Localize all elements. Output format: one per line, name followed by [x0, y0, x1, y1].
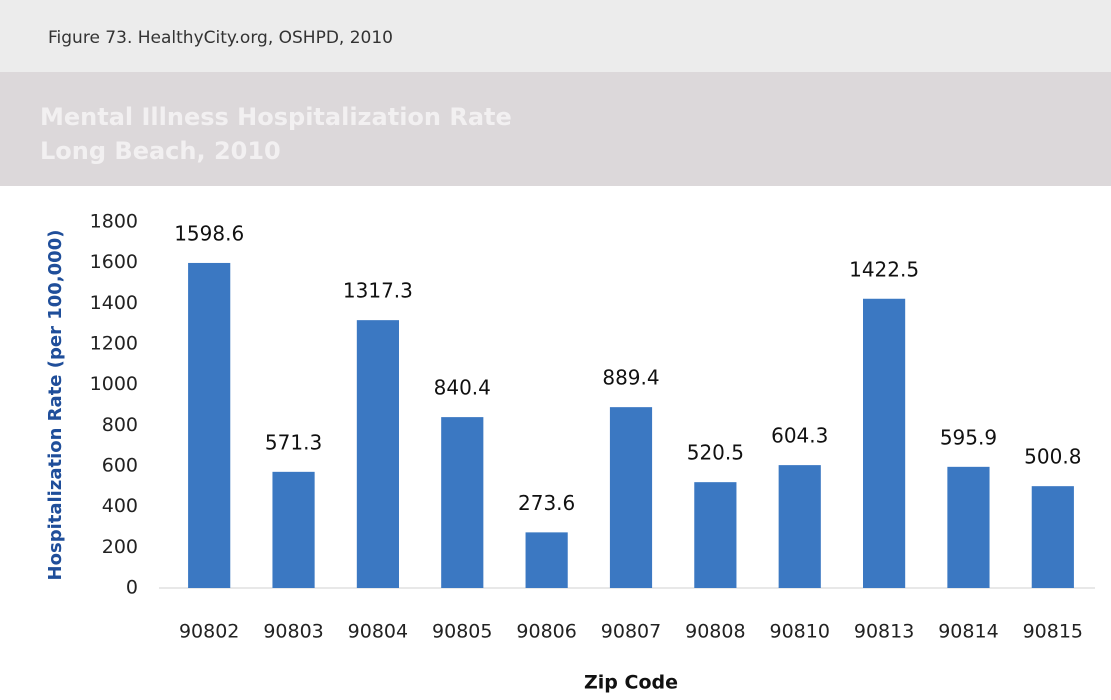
bar	[272, 471, 315, 588]
value-label: 840.4	[434, 376, 491, 400]
chart-subtitle: Long Beach, 2010	[40, 137, 281, 165]
bar	[863, 298, 906, 588]
x-tick-label: 90814	[938, 621, 998, 643]
bar	[947, 466, 990, 588]
x-tick-label: 90804	[348, 621, 408, 643]
y-tick-label: 1000	[90, 373, 138, 395]
x-tick-label: 90813	[854, 621, 914, 643]
y-tick-label: 800	[102, 414, 138, 436]
x-tick-label: 90803	[263, 621, 323, 643]
bar	[778, 465, 821, 588]
value-label: 500.8	[1024, 445, 1081, 469]
chart-title: Mental Illness Hospitalization Rate	[40, 103, 512, 131]
x-tick-label: 90810	[770, 621, 830, 643]
value-label: 273.6	[518, 491, 575, 515]
x-tick-label: 90815	[1023, 621, 1083, 643]
y-tick-label: 200	[102, 536, 138, 558]
y-tick-label: 1600	[90, 251, 138, 273]
value-label: 595.9	[940, 425, 997, 449]
x-tick-label: 90807	[601, 621, 661, 643]
title-band	[0, 72, 1111, 186]
value-label: 1317.3	[343, 279, 413, 303]
y-tick-label: 1800	[90, 211, 138, 233]
value-label: 571.3	[265, 430, 322, 454]
y-tick-label: 600	[102, 455, 138, 477]
value-label: 520.5	[687, 441, 744, 465]
y-tick-label: 400	[102, 495, 138, 517]
x-tick-label: 90808	[685, 621, 745, 643]
bar	[1031, 486, 1074, 588]
bar	[188, 262, 231, 588]
value-label: 604.3	[771, 424, 828, 448]
x-tick-label: 90806	[516, 621, 576, 643]
x-tick-label: 90805	[432, 621, 492, 643]
y-axis-label: Hospitalization Rate (per 100,000)	[45, 230, 66, 581]
caption-band	[0, 0, 1111, 72]
bar	[694, 482, 737, 588]
x-tick-label: 90802	[179, 621, 239, 643]
caption: Figure 73. HealthyCity.org, OSHPD, 2010	[48, 28, 393, 48]
value-label: 889.4	[602, 366, 659, 390]
y-tick-label: 0	[126, 577, 138, 599]
bar	[609, 407, 653, 588]
x-axis-label: Zip Code	[584, 672, 678, 694]
value-label: 1598.6	[174, 221, 244, 245]
bar	[441, 417, 484, 588]
y-tick-label: 1200	[90, 333, 138, 355]
y-tick-label: 1400	[90, 292, 138, 314]
value-label: 1422.5	[849, 257, 919, 281]
bar	[525, 532, 568, 588]
bar	[356, 320, 399, 588]
